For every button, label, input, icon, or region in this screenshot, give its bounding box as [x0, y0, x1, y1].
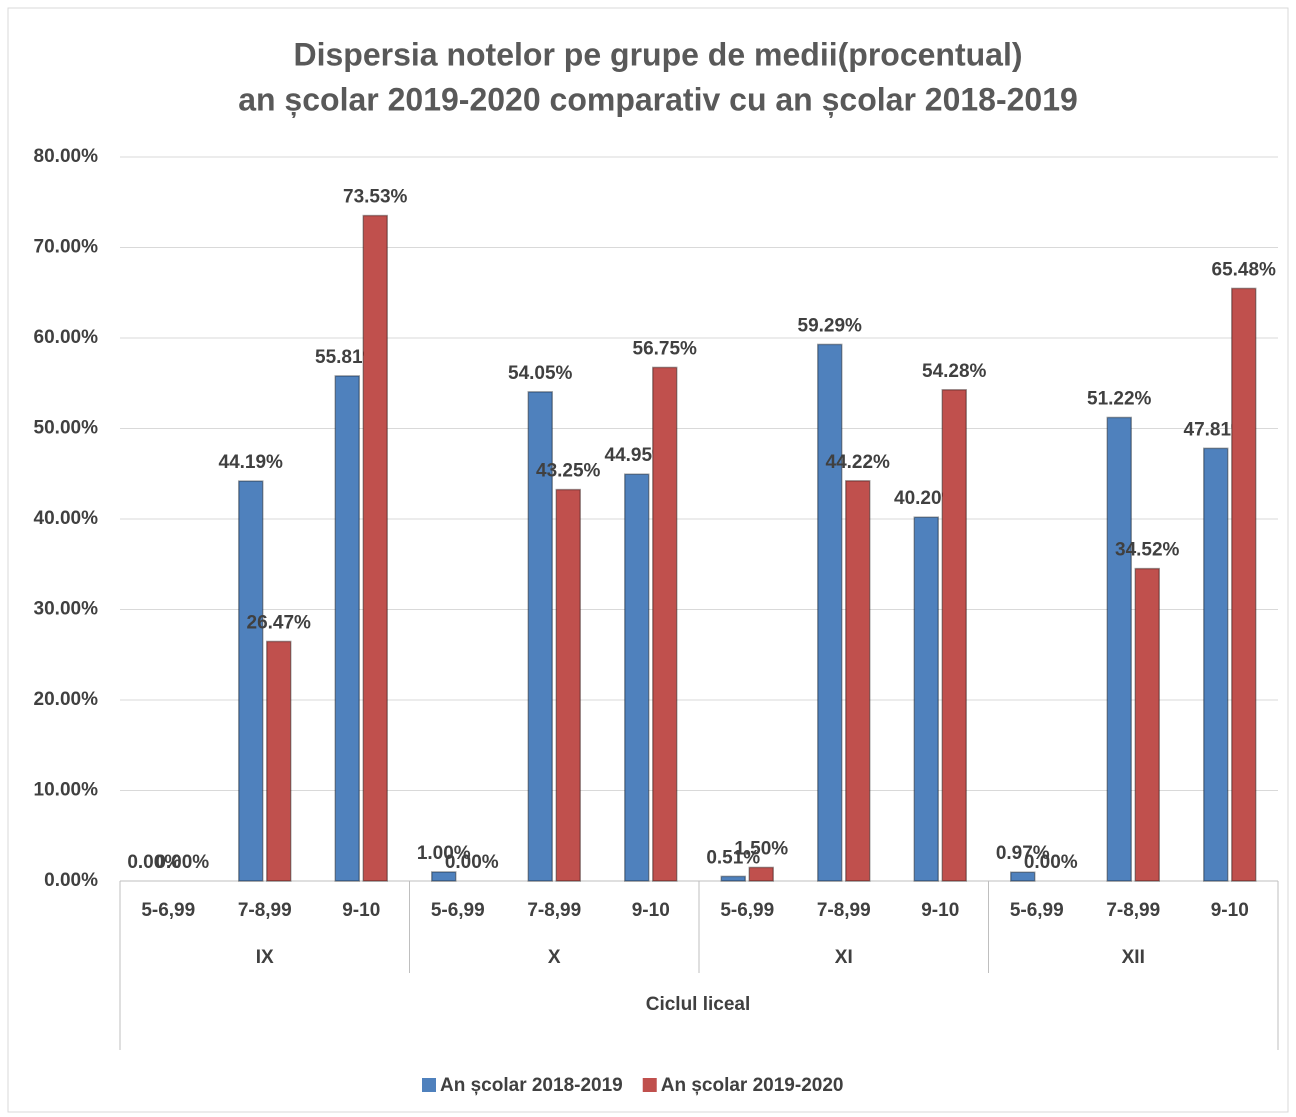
bar [1203, 447, 1229, 882]
group-label: IX [256, 947, 274, 968]
y-tick-label: 80.00% [34, 146, 99, 167]
bar [362, 214, 388, 882]
x-tick-label: 9-10 [342, 900, 380, 921]
bar [1010, 871, 1036, 882]
x-tick-label: 9-10 [632, 900, 670, 921]
data-label: 0.00% [127, 852, 181, 873]
bar [817, 343, 843, 882]
y-tick-label: 50.00% [34, 418, 99, 439]
data-label: 1.50% [734, 838, 788, 859]
data-label: 0.00% [1024, 852, 1078, 873]
bar [652, 366, 678, 882]
data-label: 51.22% [1087, 388, 1152, 409]
y-tick-label: 40.00% [34, 508, 99, 529]
legend-label: An școlar 2018-2019 [440, 1075, 623, 1096]
data-label: 54.28% [922, 361, 987, 382]
bar [624, 473, 650, 882]
x-tick-label: 7-8,99 [527, 900, 581, 921]
bar [1231, 287, 1257, 882]
group-label: X [548, 947, 561, 968]
bar [1134, 567, 1160, 882]
x-tick-label: 5-6,99 [141, 900, 195, 921]
bar [431, 871, 457, 882]
x-tick-label: 5-6,99 [431, 900, 485, 921]
data-label: 56.75% [633, 338, 698, 359]
legend-swatch [422, 1078, 436, 1092]
bar [555, 488, 581, 882]
data-label: 44.22% [826, 452, 891, 473]
bar [238, 480, 264, 882]
bar [845, 480, 871, 882]
bar [1106, 416, 1132, 882]
bar [720, 875, 746, 882]
chart-title: an școlar 2019-2020 comparativ cu an șco… [238, 81, 1078, 117]
chart-title: Dispersia notelor pe grupe de medii(proc… [293, 36, 1022, 72]
y-tick-label: 0.00% [44, 870, 98, 891]
bar [748, 866, 774, 882]
x-tick-label: 5-6,99 [720, 900, 774, 921]
x-tick-label: 7-8,99 [817, 900, 871, 921]
group-label: XII [1122, 947, 1145, 968]
data-label: 0.51% [706, 847, 760, 868]
bar [941, 389, 967, 882]
data-label: 65.48% [1212, 259, 1277, 280]
x-tick-label: 7-8,99 [238, 900, 292, 921]
bar [334, 375, 360, 882]
top-group-label: Ciclul liceal [645, 994, 751, 1015]
data-label: 0.00% [155, 852, 209, 873]
data-label: 59.29% [798, 315, 863, 336]
data-label: 43.25% [536, 461, 601, 482]
y-tick-label: 10.00% [34, 780, 99, 801]
y-tick-label: 20.00% [34, 689, 99, 710]
x-tick-label: 5-6,99 [1010, 900, 1064, 921]
x-tick-label: 7-8,99 [1106, 900, 1160, 921]
data-label: 0.00% [445, 852, 499, 873]
bar [266, 640, 292, 882]
legend-swatch [642, 1078, 657, 1092]
legend-label: An școlar 2019-2020 [661, 1075, 844, 1096]
bar [913, 516, 939, 882]
x-tick-label: 9-10 [1211, 900, 1249, 921]
x-tick-label: 9-10 [921, 900, 959, 921]
data-label: 26.47% [247, 612, 312, 633]
y-tick-label: 70.00% [34, 237, 99, 258]
data-label: 0.97% [996, 843, 1050, 864]
y-tick-label: 30.00% [34, 599, 99, 620]
group-label: XI [835, 947, 853, 968]
data-label: 44.19% [219, 452, 284, 473]
bar [527, 391, 553, 882]
data-label: 34.52% [1115, 540, 1180, 561]
data-label: 73.53% [343, 187, 408, 208]
data-label: 54.05% [508, 363, 573, 384]
y-tick-label: 60.00% [34, 327, 99, 348]
data-label: 1.00% [417, 843, 471, 864]
